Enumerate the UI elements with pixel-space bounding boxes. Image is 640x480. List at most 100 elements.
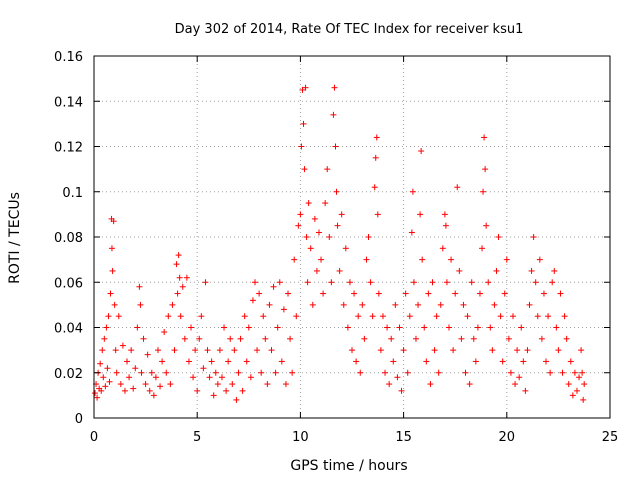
- x-tick-label: 25: [602, 430, 619, 445]
- data-point: [361, 335, 368, 342]
- data-point: [161, 329, 168, 336]
- data-point: [278, 358, 285, 365]
- data-point: [379, 313, 386, 320]
- data-point: [303, 234, 310, 240]
- data-point: [338, 211, 345, 218]
- data-point: [106, 378, 113, 385]
- data-point: [249, 297, 256, 304]
- data-point: [406, 313, 413, 320]
- data-point: [481, 134, 488, 141]
- data-point: [567, 358, 574, 365]
- data-point: [443, 279, 450, 286]
- data-point: [464, 313, 471, 320]
- data-point: [462, 369, 469, 376]
- data-point: [237, 335, 244, 342]
- data-point: [547, 369, 554, 376]
- data-point: [549, 279, 556, 286]
- data-point: [489, 347, 496, 354]
- data-point: [144, 351, 151, 358]
- data-point: [483, 222, 490, 229]
- data-point: [318, 256, 325, 263]
- data-point: [204, 347, 211, 354]
- data-point: [450, 347, 457, 354]
- data-point: [115, 313, 122, 320]
- data-point: [369, 313, 376, 320]
- data-point: [328, 279, 335, 286]
- x-tick-label: 15: [395, 430, 412, 445]
- data-point: [113, 369, 120, 376]
- data-point: [174, 290, 181, 297]
- data-point: [121, 387, 128, 394]
- data-point: [410, 279, 417, 286]
- data-point: [97, 360, 104, 367]
- data-point: [102, 383, 109, 390]
- data-point: [351, 290, 358, 297]
- data-point: [103, 324, 110, 331]
- data-points: [92, 84, 588, 403]
- data-point: [218, 374, 225, 381]
- data-point: [188, 324, 195, 331]
- data-point: [229, 381, 236, 388]
- data-point: [538, 335, 545, 342]
- data-point: [190, 374, 197, 381]
- data-point: [287, 335, 294, 342]
- y-tick-label: 0.08: [54, 231, 83, 246]
- data-point: [437, 301, 444, 308]
- grid-lines: [94, 56, 610, 418]
- data-point: [429, 279, 436, 286]
- data-point: [557, 290, 564, 297]
- data-point: [326, 234, 333, 240]
- data-point: [565, 381, 572, 388]
- data-point: [448, 256, 455, 263]
- data-point: [216, 347, 223, 354]
- data-point: [446, 324, 453, 331]
- data-point: [470, 335, 477, 342]
- data-point: [330, 111, 337, 118]
- x-tick-label: 0: [90, 430, 98, 445]
- data-point: [179, 283, 186, 290]
- data-point: [398, 387, 405, 394]
- data-point: [579, 369, 586, 376]
- data-point: [272, 369, 279, 376]
- data-point: [409, 188, 416, 195]
- data-point: [507, 369, 514, 376]
- data-point: [536, 256, 543, 263]
- data-point: [497, 313, 504, 320]
- data-point: [126, 374, 133, 381]
- data-point: [152, 374, 159, 381]
- data-point: [104, 365, 111, 372]
- data-point: [580, 396, 587, 403]
- data-point: [581, 381, 588, 388]
- data-point: [300, 120, 307, 127]
- data-point: [553, 324, 560, 331]
- data-point: [324, 166, 331, 173]
- data-point: [530, 234, 537, 240]
- data-point: [480, 188, 487, 195]
- y-axis-label: ROTI / TECUs: [7, 192, 23, 284]
- y-tick-label: 0.06: [54, 276, 83, 291]
- data-point: [512, 381, 519, 388]
- data-point: [108, 245, 115, 252]
- data-point: [223, 387, 230, 394]
- data-point: [138, 369, 145, 376]
- data-point: [322, 200, 329, 207]
- data-point: [404, 369, 411, 376]
- data-point: [528, 267, 535, 274]
- data-point: [150, 392, 157, 399]
- data-point: [382, 369, 389, 376]
- data-point: [119, 342, 126, 349]
- data-point: [456, 267, 463, 274]
- chart-title: Day 302 of 2014, Rate Of TEC Index for r…: [175, 22, 524, 37]
- data-point: [526, 301, 533, 308]
- data-point: [202, 279, 209, 286]
- data-point: [522, 387, 529, 394]
- data-point: [159, 358, 166, 365]
- y-tick-label: 0.04: [54, 322, 83, 337]
- data-point: [540, 290, 547, 297]
- data-point: [297, 211, 304, 218]
- data-point: [140, 335, 147, 342]
- x-tick-label: 10: [292, 430, 309, 445]
- data-point: [134, 324, 141, 331]
- data-point: [258, 369, 265, 376]
- data-point: [245, 324, 252, 331]
